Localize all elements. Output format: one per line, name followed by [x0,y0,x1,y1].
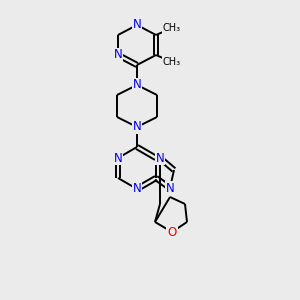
Text: N: N [133,79,141,92]
Text: N: N [133,182,141,196]
Text: N: N [133,19,141,32]
Text: CH₃: CH₃ [163,57,181,67]
Text: N: N [114,49,122,62]
Text: CH₃: CH₃ [163,23,181,33]
Text: N: N [156,152,164,164]
Text: N: N [166,182,174,194]
Text: N: N [133,121,141,134]
Text: N: N [114,152,122,164]
Text: O: O [167,226,177,238]
